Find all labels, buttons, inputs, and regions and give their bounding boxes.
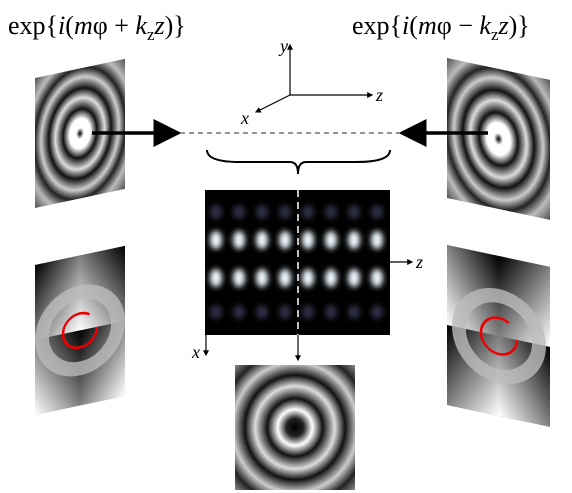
formula-part: k xyxy=(135,11,147,40)
spot xyxy=(371,305,383,319)
spot xyxy=(371,205,383,219)
axis-y: y xyxy=(278,36,288,56)
spot xyxy=(233,231,245,249)
spot xyxy=(348,205,360,219)
spot xyxy=(302,269,314,287)
phase-left xyxy=(35,246,125,415)
spot xyxy=(325,205,337,219)
spot xyxy=(302,231,314,249)
spot xyxy=(279,305,291,319)
spot xyxy=(348,269,360,287)
formula-part: φ − xyxy=(437,11,480,40)
axes xyxy=(256,45,372,112)
formula-part: φ + xyxy=(93,11,136,40)
spot xyxy=(279,205,291,219)
formula-part: exp{ xyxy=(8,11,58,40)
formula-part: i xyxy=(58,11,65,40)
pattern-z: z xyxy=(415,252,423,272)
spot xyxy=(302,305,314,319)
diagram: exp{i(mφ + kzz)} exp{i(mφ − kzz)} y z x … xyxy=(0,0,572,493)
formula-right: exp{i(mφ − kzz)} xyxy=(352,11,530,44)
axis-x: x xyxy=(240,108,249,128)
phase-right xyxy=(447,245,550,427)
spot xyxy=(233,305,245,319)
beam-right xyxy=(447,58,550,220)
spot xyxy=(210,269,222,287)
formula-part: i xyxy=(402,11,409,40)
formula-part: exp{ xyxy=(352,11,402,40)
spot xyxy=(233,205,245,219)
spot xyxy=(348,305,360,319)
formula-part: ( xyxy=(65,11,74,40)
spot xyxy=(279,231,291,249)
spot xyxy=(371,231,383,249)
formula-part: m xyxy=(74,11,93,40)
output-beam xyxy=(235,365,355,490)
formula-part: k xyxy=(479,11,491,40)
spot xyxy=(325,305,337,319)
formula-part: ( xyxy=(409,11,418,40)
spot xyxy=(210,305,222,319)
spot xyxy=(233,269,245,287)
spot xyxy=(210,231,222,249)
spot xyxy=(371,269,383,287)
formula-left: exp{i(mφ + kzz)} xyxy=(8,11,186,44)
spot xyxy=(256,305,268,319)
formula-part: )} xyxy=(509,11,530,40)
formula-part: z xyxy=(497,11,508,40)
spot xyxy=(256,269,268,287)
spot xyxy=(256,231,268,249)
axis-z: z xyxy=(375,85,383,105)
pattern-x: x xyxy=(191,342,200,362)
formula-part: m xyxy=(418,11,437,40)
formula-part: )} xyxy=(165,11,186,40)
spot xyxy=(256,205,268,219)
spot xyxy=(302,205,314,219)
page: exp{i(mφ + kzz)} exp{i(mφ − kzz)} y z x … xyxy=(0,0,572,493)
spot xyxy=(348,231,360,249)
brace xyxy=(207,150,390,174)
spot xyxy=(210,205,222,219)
spot xyxy=(325,269,337,287)
spot xyxy=(279,269,291,287)
formula-part: z xyxy=(153,11,164,40)
spot xyxy=(325,231,337,249)
